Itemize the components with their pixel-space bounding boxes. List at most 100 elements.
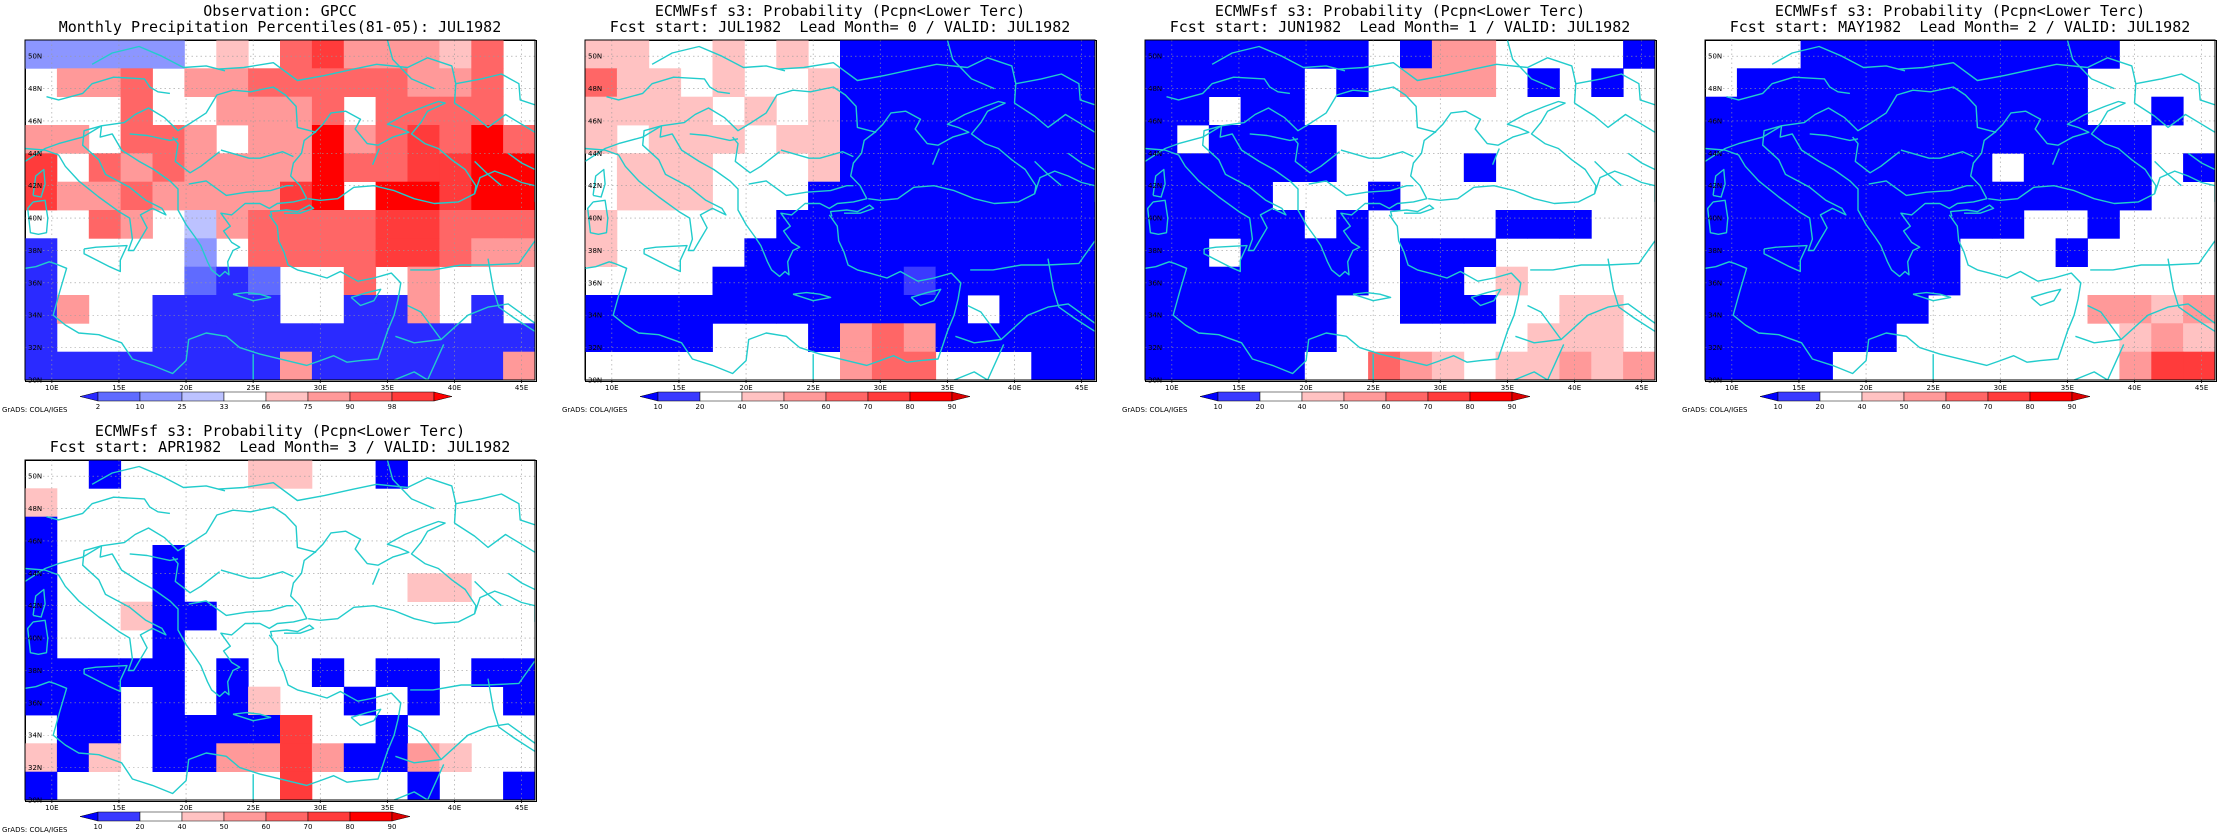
lat-label: 40N [28,635,42,643]
lon-label: 45E [2195,384,2208,392]
grid-cell [1176,210,1210,239]
grid-cell [1031,210,1064,239]
grads-credit: GrADS: COLA/IGES [1682,406,1748,414]
grid-cell [407,266,440,296]
grid-cell [407,238,440,267]
grid-cell [280,153,313,182]
grads-credit: GrADS: COLA/IGES [562,406,628,414]
lat-label: 38N [28,247,42,255]
lon-label: 20E [179,384,192,392]
grid-cell [375,351,408,381]
grid-cell [712,295,745,324]
grid-cell [935,153,968,182]
grid-cell [2087,125,2120,154]
lat-label: 30N [1148,377,1162,385]
grid-cell [871,351,905,381]
grid-cell [152,715,185,744]
grid-cell [1063,96,1096,126]
grid-cell [407,153,440,182]
grid-cell [1991,40,2025,69]
colorbar-label: 20 [696,403,705,411]
grid-cell [1240,153,1273,182]
grid-cell [1176,96,1210,126]
lat-label: 34N [1708,312,1722,320]
grid-cell [1736,351,1770,381]
grid-cell [1431,351,1465,381]
lat-label: 48N [1148,85,1162,93]
grid-cell [1960,68,1993,97]
grid-cell [375,295,408,324]
grid-cell [2087,40,2120,69]
grid-cell [407,658,440,687]
grid-cell [471,351,504,381]
grid-cell [152,630,185,659]
grid-cell [407,743,440,772]
grid-cell [1240,40,1273,69]
grid-cell [1800,125,1833,154]
grid-cell [56,295,90,324]
grid-cell [1145,295,1178,324]
grid-cell [184,210,217,239]
grid-cell [216,323,249,352]
grid-cell [1864,96,1897,126]
grid-cell [1736,96,1770,126]
grid-cell [1031,125,1064,154]
grid-cell [1864,68,1897,97]
grid-cell [967,210,1000,239]
grid-cell [1176,351,1210,381]
grid-cell [1864,323,1897,352]
grid-cell [1304,125,1337,154]
grid-cell [871,323,905,352]
grid-cell [903,323,937,352]
grid-cell [311,181,345,211]
grid-cell [1800,295,1833,324]
grid-cell [999,238,1032,267]
lat-label: 46N [1708,117,1722,125]
grid-cell [1336,40,1369,69]
grid-cell [1272,323,1305,352]
grid-cell [1736,266,1770,296]
grid-cell [808,68,841,97]
map-panel-lead1: ECMWFsf s3: Probability (Pcpn<Lower Terc… [1120,0,1680,420]
grid-cell [1063,210,1096,239]
grid-cell [439,210,472,239]
grid-cell [1705,295,1738,324]
grid-cell [2055,153,2088,182]
grid-cell [152,295,185,324]
grid-cell [1736,181,1770,211]
lat-label: 34N [588,312,602,320]
grid-cell [1768,295,1802,324]
grid-cell [840,295,873,324]
grid-cell [1208,323,1242,352]
grid-cell [152,658,185,687]
lon-label: 40E [1568,384,1581,392]
grid-cell [871,40,905,69]
grid-cell [1864,295,1897,324]
grid-cell [999,40,1032,69]
lon-label: 10E [1725,384,1738,392]
colorbar-label: 40 [1298,403,1307,411]
colorbar: 10 20 40 50 60 70 80 90 [1759,391,2091,411]
grid-cell [1960,153,1993,182]
grid-cell [1991,210,2025,239]
grid-cell [184,715,217,744]
grid-cell [184,295,217,324]
grid-cell [1623,351,1656,381]
grid-cell [1705,266,1738,296]
grid-cell [2119,295,2152,324]
grid-cell [1928,68,1961,97]
grid-cell [439,181,472,211]
grid-cell [616,295,650,324]
grid-cell [248,295,281,324]
lat-label: 30N [28,797,42,805]
lon-label: 20E [179,804,192,812]
lat-label: 50N [1708,53,1722,61]
grid-cell [1272,238,1305,267]
grid-cell [120,125,153,154]
grid-cell [1928,96,1961,126]
grid-cell [216,686,249,716]
grid-cell [903,295,937,324]
grid-cell [1208,295,1242,324]
colorbar-label: 70 [864,403,873,411]
